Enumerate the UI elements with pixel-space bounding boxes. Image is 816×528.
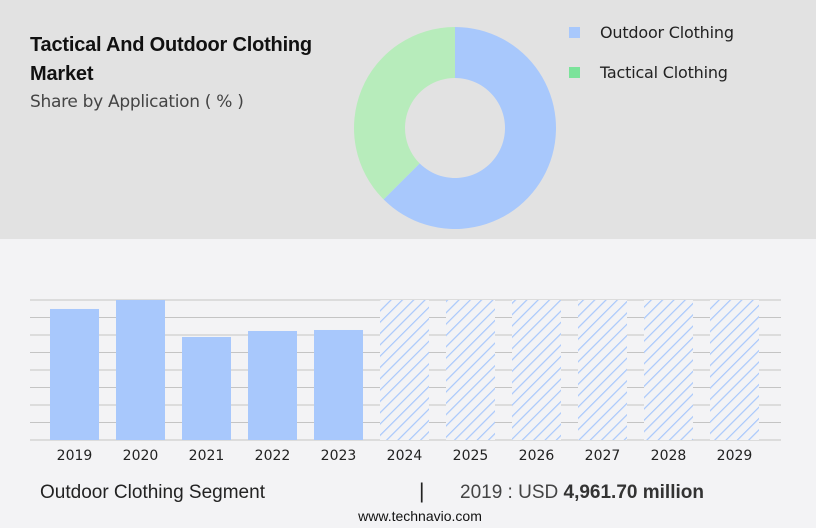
bar-2027[interactable]: [578, 300, 627, 440]
donut-chart: [353, 27, 556, 229]
value-amount: 4,961.70 million: [563, 482, 704, 503]
bar-2028[interactable]: [644, 300, 693, 440]
x-axis-label: 2019: [57, 448, 93, 464]
legend: Outdoor Clothing Tactical Clothing: [569, 12, 734, 92]
bar-2019[interactable]: [50, 308, 99, 440]
legend-label: Tactical Clothing: [600, 62, 728, 82]
page-title: Tactical And Outdoor Clothing Market: [30, 34, 312, 85]
donut-slice-tactical-clothing[interactable]: [353, 27, 455, 200]
bar-2022[interactable]: [248, 330, 297, 440]
chart-subtitle: Share by Application ( % ): [30, 92, 244, 112]
x-axis-label: 2024: [387, 448, 423, 464]
bar-2024[interactable]: [380, 300, 429, 440]
bar-2025[interactable]: [446, 300, 495, 440]
legend-label: Outdoor Clothing: [600, 22, 734, 42]
legend-swatch-icon: [569, 66, 580, 78]
donut-slice-outdoor-clothing[interactable]: [383, 27, 556, 229]
segment-label: Outdoor Clothing Segment: [40, 482, 265, 503]
bar-2020[interactable]: [116, 300, 165, 440]
x-axis-label: 2023: [321, 448, 357, 464]
footer-separator: |: [419, 480, 425, 503]
x-axis-label: 2021: [189, 448, 225, 464]
x-axis-label: 2020: [123, 448, 159, 464]
bar-2023[interactable]: [314, 329, 363, 440]
bar-2026[interactable]: [512, 300, 561, 440]
segment-value: 2019 : USD 4,961.70 million: [460, 482, 704, 504]
legend-swatch-icon: [569, 26, 580, 38]
x-axis-labels: 2019 2020 2021 2022 2023 2024 2025 2026 2027 2028…: [57, 448, 753, 464]
x-axis-label: 2025: [453, 448, 489, 464]
x-axis-label: 2022: [255, 448, 291, 464]
legend-item-outdoor-clothing[interactable]: Outdoor Clothing: [569, 12, 734, 52]
bars: [50, 300, 759, 440]
x-axis-label: 2027: [585, 448, 621, 464]
bar-2029[interactable]: [710, 300, 759, 440]
x-axis-label: 2028: [651, 448, 687, 464]
bar-2021[interactable]: [182, 336, 231, 440]
x-axis-label: 2029: [717, 448, 753, 464]
value-prefix: 2019 : USD: [460, 482, 564, 503]
source-link[interactable]: www.technavio.com: [358, 508, 482, 524]
legend-item-tactical-clothing[interactable]: Tactical Clothing: [569, 52, 734, 92]
x-axis-label: 2026: [519, 448, 555, 464]
